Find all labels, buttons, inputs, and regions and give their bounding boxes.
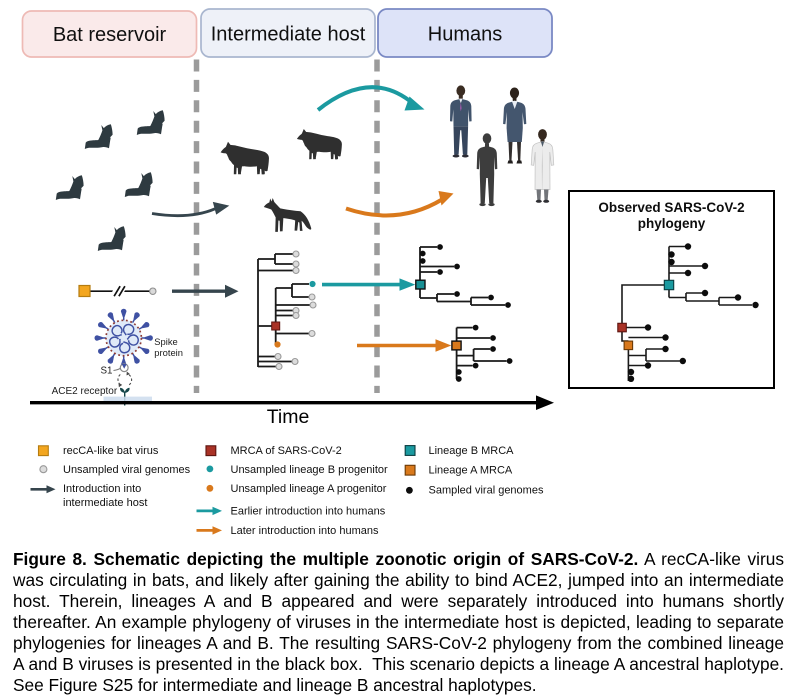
svg-text:Later introduction into humans: Later introduction into humans [231,525,379,537]
svg-text:protein: protein [154,347,183,358]
svg-text:Introduction into: Introduction into [63,483,141,495]
svg-text:Sampled viral genomes: Sampled viral genomes [429,484,544,496]
svg-text:S1: S1 [101,366,113,377]
svg-text:Lineage A MRCA: Lineage A MRCA [429,464,513,476]
svg-text:ACE2 receptor: ACE2 receptor [52,386,118,397]
svg-text:Spike: Spike [154,336,177,347]
svg-text:Earlier introduction into huma: Earlier introduction into humans [231,506,386,518]
svg-text:phylogeny: phylogeny [638,216,706,231]
svg-text:recCA-like bat virus: recCA-like bat virus [63,445,159,457]
svg-text:Bat reservoir: Bat reservoir [53,24,167,46]
svg-text:MRCA of SARS-CoV-2: MRCA of SARS-CoV-2 [231,445,342,457]
svg-text:Unsampled viral genomes: Unsampled viral genomes [63,464,191,476]
svg-text:Intermediate host: Intermediate host [211,24,366,46]
svg-text:Lineage B MRCA: Lineage B MRCA [429,445,515,457]
svg-text:Time: Time [267,406,310,428]
svg-text:Unsampled lineage A progenitor: Unsampled lineage A progenitor [231,483,387,495]
svg-text:intermediate host: intermediate host [63,497,147,509]
svg-text:Observed SARS-CoV-2: Observed SARS-CoV-2 [598,200,744,215]
svg-text:Unsampled lineage B progenitor: Unsampled lineage B progenitor [231,464,388,476]
svg-text:Humans: Humans [428,24,502,46]
